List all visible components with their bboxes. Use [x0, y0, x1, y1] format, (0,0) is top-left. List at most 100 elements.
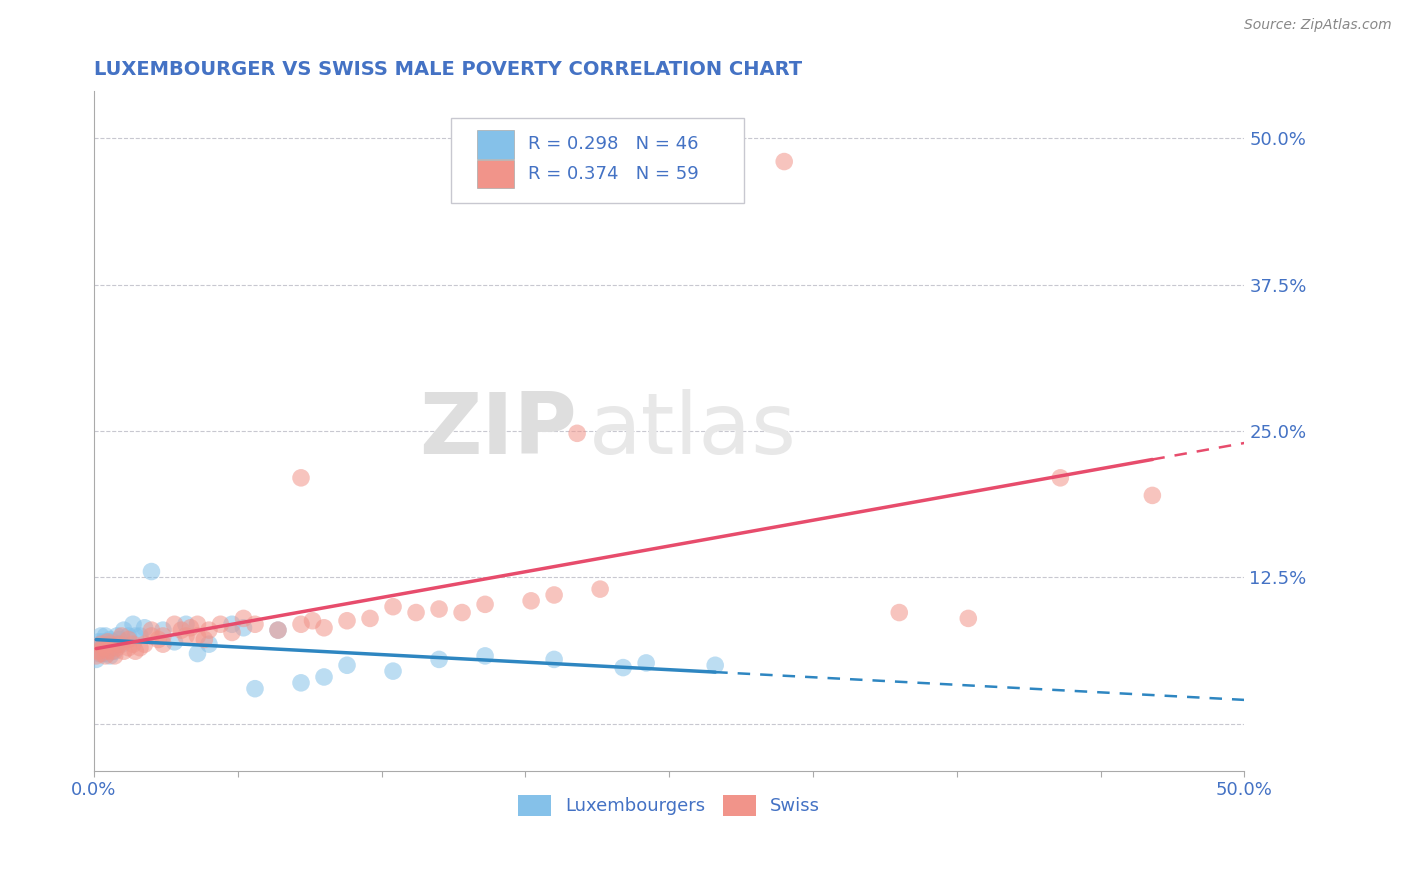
- Point: [589, 582, 612, 596]
- Point: [427, 652, 450, 666]
- Point: [101, 640, 124, 655]
- Point: [141, 565, 163, 579]
- Point: [141, 629, 163, 643]
- Point: [110, 637, 132, 651]
- Point: [209, 617, 232, 632]
- Point: [382, 599, 405, 614]
- Point: [612, 660, 634, 674]
- Point: [170, 623, 193, 637]
- Point: [290, 471, 312, 485]
- Point: [198, 637, 221, 651]
- Point: [301, 614, 323, 628]
- Point: [193, 632, 215, 647]
- Point: [104, 644, 127, 658]
- Point: [336, 614, 359, 628]
- Point: [312, 670, 335, 684]
- Point: [101, 635, 124, 649]
- Point: [105, 637, 128, 651]
- Point: [94, 629, 117, 643]
- Point: [267, 623, 290, 637]
- Point: [773, 154, 796, 169]
- Text: LUXEMBOURGER VS SWISS MALE POVERTY CORRELATION CHART: LUXEMBOURGER VS SWISS MALE POVERTY CORRE…: [94, 60, 801, 78]
- Point: [87, 647, 110, 661]
- Point: [290, 676, 312, 690]
- Point: [290, 617, 312, 632]
- Point: [243, 681, 266, 696]
- Point: [1142, 488, 1164, 502]
- Point: [117, 632, 139, 647]
- Point: [232, 621, 254, 635]
- Point: [427, 602, 450, 616]
- Point: [110, 629, 132, 643]
- Point: [112, 623, 135, 637]
- Point: [105, 640, 128, 655]
- Point: [117, 629, 139, 643]
- Text: R = 0.374   N = 59: R = 0.374 N = 59: [527, 165, 699, 183]
- Point: [129, 640, 152, 655]
- Point: [174, 629, 197, 643]
- Point: [91, 647, 114, 661]
- Point: [105, 629, 128, 643]
- Point: [101, 644, 124, 658]
- Point: [474, 648, 496, 663]
- Point: [104, 648, 127, 663]
- Point: [221, 625, 243, 640]
- Text: ZIP: ZIP: [419, 390, 576, 473]
- Point: [565, 426, 588, 441]
- Legend: Luxembourgers, Swiss: Luxembourgers, Swiss: [510, 788, 827, 822]
- Point: [543, 652, 565, 666]
- Point: [90, 637, 112, 651]
- Point: [186, 629, 208, 643]
- Text: atlas: atlas: [589, 390, 797, 473]
- Point: [97, 647, 120, 661]
- Point: [87, 644, 110, 658]
- Point: [98, 637, 121, 651]
- Point: [543, 588, 565, 602]
- Point: [97, 635, 120, 649]
- Point: [957, 611, 980, 625]
- Point: [180, 621, 202, 635]
- Point: [112, 644, 135, 658]
- Point: [98, 648, 121, 663]
- Point: [91, 635, 114, 649]
- Point: [1049, 471, 1071, 485]
- Point: [122, 637, 145, 651]
- Text: Source: ZipAtlas.com: Source: ZipAtlas.com: [1244, 18, 1392, 32]
- Point: [451, 606, 474, 620]
- Point: [94, 648, 117, 663]
- FancyBboxPatch shape: [450, 119, 744, 203]
- Point: [382, 664, 405, 678]
- Point: [889, 606, 911, 620]
- FancyBboxPatch shape: [477, 160, 513, 188]
- Point: [124, 644, 146, 658]
- Point: [636, 656, 658, 670]
- Point: [704, 658, 727, 673]
- Point: [520, 594, 543, 608]
- Point: [152, 623, 174, 637]
- FancyBboxPatch shape: [477, 130, 513, 159]
- Point: [163, 635, 186, 649]
- Point: [174, 617, 197, 632]
- Point: [122, 617, 145, 632]
- Point: [267, 623, 290, 637]
- Point: [152, 629, 174, 643]
- Point: [90, 629, 112, 643]
- Point: [91, 640, 114, 655]
- Text: R = 0.298   N = 46: R = 0.298 N = 46: [527, 136, 699, 153]
- Point: [90, 647, 112, 661]
- Point: [134, 621, 156, 635]
- Point: [117, 640, 139, 655]
- Point: [163, 617, 186, 632]
- Point: [243, 617, 266, 632]
- Point: [87, 635, 110, 649]
- Point: [359, 611, 381, 625]
- Point: [108, 637, 131, 651]
- Point: [186, 647, 208, 661]
- Point: [232, 611, 254, 625]
- Point: [312, 621, 335, 635]
- Point: [129, 629, 152, 643]
- Point: [405, 606, 427, 620]
- Point: [336, 658, 359, 673]
- Point: [84, 652, 107, 666]
- Point: [84, 648, 107, 663]
